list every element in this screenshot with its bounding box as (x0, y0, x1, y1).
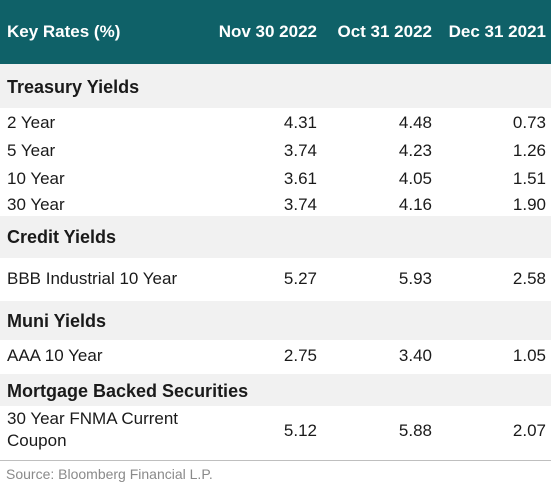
value-oct-2022: 4.16 (398, 195, 432, 214)
row-label: 2 Year (7, 113, 56, 132)
column-header-oct-2022: Oct 31 2022 (337, 22, 432, 41)
table-row: 5 Year 3.74 4.23 1.26 (0, 141, 551, 167)
table-row: 2 Year 4.31 4.48 0.73 (0, 113, 551, 139)
value-dec-2021: 1.90 (512, 195, 546, 214)
value-dec-2021: 1.26 (512, 141, 546, 160)
value-dec-2021: 2.07 (512, 421, 546, 440)
row-label-line2: Coupon (7, 431, 67, 450)
value-nov-2022: 3.74 (283, 195, 317, 214)
value-nov-2022: 5.12 (283, 421, 317, 440)
section-title: Mortgage Backed Securities (7, 381, 249, 401)
section-title: Muni Yields (7, 311, 107, 331)
row-label: 10 Year (7, 169, 65, 188)
table-bottom-rule (0, 460, 551, 461)
section-title: Treasury Yields (7, 77, 140, 97)
column-header-dec-2021: Dec 31 2021 (448, 22, 546, 41)
value-dec-2021: 2.58 (512, 269, 546, 288)
value-nov-2022: 2.75 (283, 346, 317, 365)
row-label-line1: 30 Year FNMA Current (7, 409, 179, 428)
column-header-nov-2022: Nov 30 2022 (218, 22, 317, 41)
value-oct-2022: 4.23 (398, 141, 432, 160)
value-dec-2021: 1.05 (512, 346, 546, 365)
table-title: Key Rates (%) (7, 22, 121, 41)
table-row: 10 Year 3.61 4.05 1.51 (0, 169, 551, 195)
value-dec-2021: 1.51 (512, 169, 546, 188)
section-title: Credit Yields (7, 227, 117, 247)
value-dec-2021: 0.73 (512, 113, 546, 132)
value-nov-2022: 3.74 (283, 141, 317, 160)
value-oct-2022: 4.48 (398, 113, 432, 132)
value-oct-2022: 4.05 (398, 169, 432, 188)
section-header-mortgage-backed-securities: Mortgage Backed Securities (0, 374, 551, 406)
section-header-credit-yields: Credit Yields (0, 216, 551, 258)
table-header: Key Rates (%) Nov 30 2022 Oct 31 2022 De… (0, 0, 551, 64)
section-header-muni-yields: Muni Yields (0, 301, 551, 340)
source-note: Source: Bloomberg Financial L.P. (6, 466, 213, 482)
value-oct-2022: 5.93 (398, 269, 432, 288)
value-oct-2022: 3.40 (398, 346, 432, 365)
row-label: AAA 10 Year (7, 346, 103, 365)
table-row: 30 Year 3.74 4.16 1.90 (0, 195, 551, 221)
value-nov-2022: 3.61 (283, 169, 317, 188)
table-row: AAA 10 Year 2.75 3.40 1.05 (0, 346, 551, 372)
row-label: 30 Year (7, 195, 65, 214)
row-label: 5 Year (7, 141, 56, 160)
value-oct-2022: 5.88 (398, 421, 432, 440)
row-label: BBB Industrial 10 Year (7, 269, 178, 288)
value-nov-2022: 5.27 (283, 269, 317, 288)
table-row: BBB Industrial 10 Year 5.27 5.93 2.58 (0, 269, 551, 295)
table-row: 30 Year FNMA Current Coupon 5.12 5.88 2.… (0, 408, 551, 458)
section-header-treasury-yields: Treasury Yields (0, 64, 551, 108)
value-nov-2022: 4.31 (283, 113, 317, 132)
